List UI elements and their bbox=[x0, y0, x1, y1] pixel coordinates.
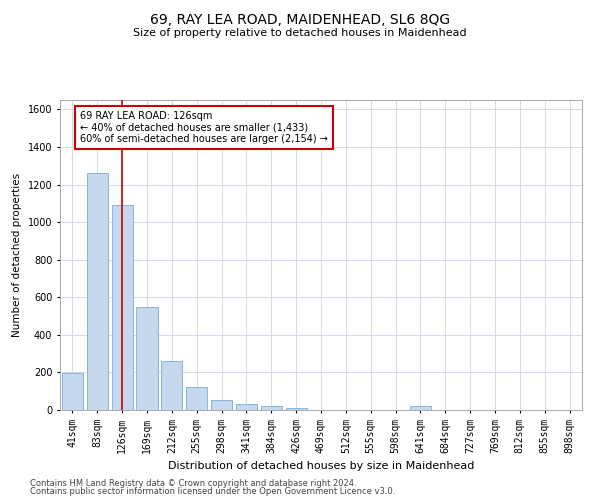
Text: Contains public sector information licensed under the Open Government Licence v3: Contains public sector information licen… bbox=[30, 487, 395, 496]
Bar bbox=[161, 361, 182, 410]
Bar bbox=[261, 406, 282, 410]
Text: 69 RAY LEA ROAD: 126sqm
← 40% of detached houses are smaller (1,433)
60% of semi: 69 RAY LEA ROAD: 126sqm ← 40% of detache… bbox=[80, 112, 328, 144]
Bar bbox=[87, 174, 108, 410]
Bar bbox=[286, 408, 307, 410]
Bar bbox=[236, 404, 257, 410]
Bar bbox=[186, 388, 207, 410]
Bar bbox=[112, 205, 133, 410]
Y-axis label: Number of detached properties: Number of detached properties bbox=[12, 173, 22, 337]
Bar bbox=[211, 400, 232, 410]
Text: 69, RAY LEA ROAD, MAIDENHEAD, SL6 8QG: 69, RAY LEA ROAD, MAIDENHEAD, SL6 8QG bbox=[150, 12, 450, 26]
Bar bbox=[62, 374, 83, 410]
Bar bbox=[136, 306, 158, 410]
Text: Size of property relative to detached houses in Maidenhead: Size of property relative to detached ho… bbox=[133, 28, 467, 38]
Text: Contains HM Land Registry data © Crown copyright and database right 2024.: Contains HM Land Registry data © Crown c… bbox=[30, 478, 356, 488]
X-axis label: Distribution of detached houses by size in Maidenhead: Distribution of detached houses by size … bbox=[168, 461, 474, 471]
Bar bbox=[410, 406, 431, 410]
